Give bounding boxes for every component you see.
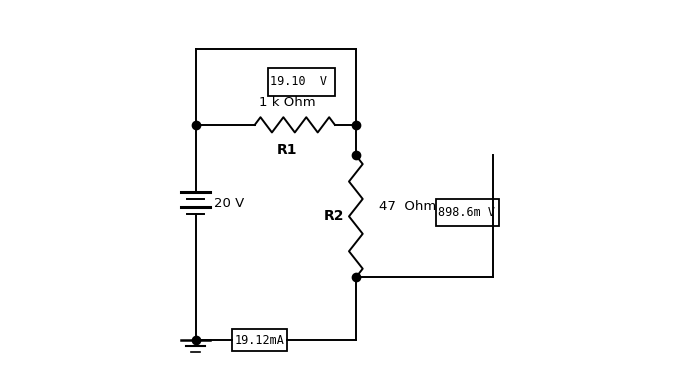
FancyBboxPatch shape	[436, 199, 499, 226]
Text: 47  Ohm: 47 Ohm	[379, 200, 436, 213]
Text: 1 k Ohm: 1 k Ohm	[259, 96, 316, 109]
Text: R1: R1	[277, 143, 297, 157]
Text: 20 V: 20 V	[214, 197, 245, 209]
FancyBboxPatch shape	[268, 68, 335, 96]
Text: 19.12mA: 19.12mA	[234, 334, 284, 347]
Text: 898.6m V: 898.6m V	[438, 206, 495, 219]
Text: 19.10  V: 19.10 V	[270, 75, 327, 88]
Text: R2: R2	[323, 209, 344, 223]
FancyBboxPatch shape	[232, 329, 287, 351]
